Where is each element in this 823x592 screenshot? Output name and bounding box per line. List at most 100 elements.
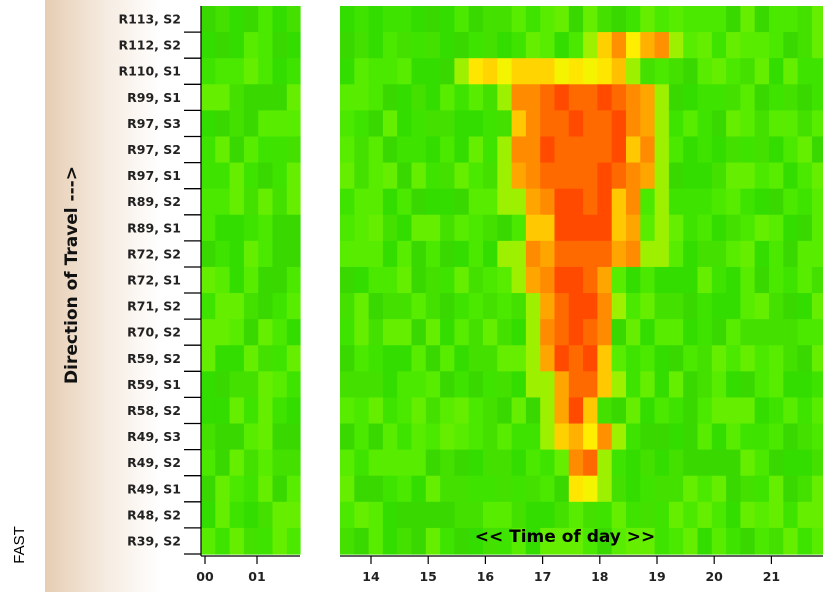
- heatmap-cell: [454, 188, 470, 216]
- heatmap-cell: [797, 240, 813, 268]
- heatmap-cell: [668, 449, 684, 477]
- heatmap-cell: [511, 214, 527, 242]
- heatmap-cell: [243, 32, 259, 59]
- heatmap-cell: [425, 84, 441, 111]
- heatmap-cell: [411, 423, 427, 451]
- heatmap-cell: [340, 162, 355, 190]
- heatmap-cell: [811, 136, 823, 164]
- heatmap-cell: [382, 84, 398, 111]
- heatmap-cell: [711, 58, 727, 85]
- heatmap-cell: [440, 423, 455, 451]
- heatmap-cell: [683, 84, 699, 111]
- row-label: R39, S2: [127, 534, 181, 549]
- heatmap-cell: [525, 475, 541, 503]
- heatmap-cell: [597, 32, 613, 59]
- heatmap-cell: [754, 527, 770, 555]
- heatmap-cell: [425, 136, 441, 164]
- heatmap-cell: [340, 449, 355, 477]
- heatmap-cell: [354, 6, 370, 33]
- heatmap-cell: [726, 188, 741, 216]
- heatmap-cell: [540, 423, 556, 451]
- heatmap-cell: [440, 266, 455, 294]
- heatmap-cell: [382, 371, 398, 399]
- heatmap-cell: [468, 214, 484, 242]
- heatmap-cell: [201, 293, 216, 320]
- heatmap-cell: [726, 266, 741, 294]
- heatmap-cell: [215, 501, 231, 529]
- heatmap-cell: [697, 58, 713, 85]
- heatmap-cell: [754, 162, 770, 190]
- heatmap-cell: [668, 423, 684, 451]
- heatmap-cell: [354, 371, 370, 399]
- heatmap-cell: [201, 110, 216, 138]
- heatmap-cell: [483, 266, 498, 294]
- heatmap-cell: [726, 449, 741, 477]
- heatmap-cell: [554, 345, 570, 372]
- heatmap-cell: [697, 371, 713, 399]
- heatmap-cell: [769, 449, 784, 477]
- heatmap-cell: [411, 110, 427, 138]
- heatmap-cell: [740, 6, 756, 33]
- heatmap-cell: [483, 449, 498, 477]
- heatmap-cell: [726, 371, 741, 399]
- heatmap-cell: [258, 84, 274, 111]
- heatmap-cell: [243, 527, 259, 555]
- heatmap-cell: [468, 293, 484, 320]
- heatmap-cell: [811, 371, 823, 399]
- heatmap-cell: [368, 423, 384, 451]
- heatmap-cell: [525, 319, 541, 346]
- heatmap-cell: [754, 266, 770, 294]
- heatmap-cell: [811, 188, 823, 216]
- heatmap-cell: [382, 449, 398, 477]
- heatmap-cell: [243, 214, 259, 242]
- heatmap-cell: [368, 266, 384, 294]
- heatmap-cell: [286, 214, 301, 242]
- heatmap-cell: [640, 527, 656, 555]
- heatmap-cell: [382, 397, 398, 425]
- heatmap-cell: [411, 136, 427, 164]
- heatmap-cell: [411, 293, 427, 320]
- heatmap-cell: [229, 397, 245, 425]
- heatmap-cell: [497, 32, 513, 59]
- heatmap-cell: [286, 32, 301, 59]
- heatmap-cell: [611, 162, 627, 190]
- heatmap-cell: [454, 214, 470, 242]
- heatmap-cell: [568, 84, 584, 111]
- heatmap-cell: [286, 110, 301, 138]
- heatmap-cell: [783, 32, 799, 59]
- heatmap-cell: [511, 345, 527, 372]
- heatmap-cell: [286, 527, 301, 555]
- heatmap-cell: [201, 58, 216, 85]
- heatmap-cell: [611, 423, 627, 451]
- heatmap-cell: [740, 449, 756, 477]
- heatmap-cell: [215, 6, 231, 33]
- heatmap-cell: [354, 240, 370, 268]
- heatmap-cell: [397, 58, 413, 85]
- heatmap-cell: [740, 58, 756, 85]
- heatmap-cell: [382, 188, 398, 216]
- heatmap-cell: [740, 293, 756, 320]
- heatmap-cell: [215, 319, 231, 346]
- heatmap-cell: [425, 527, 441, 555]
- heatmap-cell: [454, 240, 470, 268]
- heatmap-cell: [711, 240, 727, 268]
- heatmap-cell: [640, 84, 656, 111]
- heatmap-cell: [597, 266, 613, 294]
- heatmap-cell: [711, 397, 727, 425]
- heatmap-cell: [201, 319, 216, 346]
- heatmap-cell: [525, 266, 541, 294]
- row-label: R113, S2: [118, 12, 181, 27]
- heatmap-cell: [811, 475, 823, 503]
- heatmap-cell: [597, 84, 613, 111]
- heatmap-cell: [583, 110, 598, 138]
- heatmap-cell: [683, 240, 699, 268]
- heatmap-cell: [368, 6, 384, 33]
- heatmap-cell: [258, 423, 274, 451]
- row-label: R97, S1: [127, 168, 181, 183]
- heatmap-cell: [368, 84, 384, 111]
- heatmap-cell: [554, 214, 570, 242]
- heatmap-cell: [697, 527, 713, 555]
- heatmap-cell: [468, 371, 484, 399]
- heatmap-cell: [811, 162, 823, 190]
- heatmap-cell: [568, 423, 584, 451]
